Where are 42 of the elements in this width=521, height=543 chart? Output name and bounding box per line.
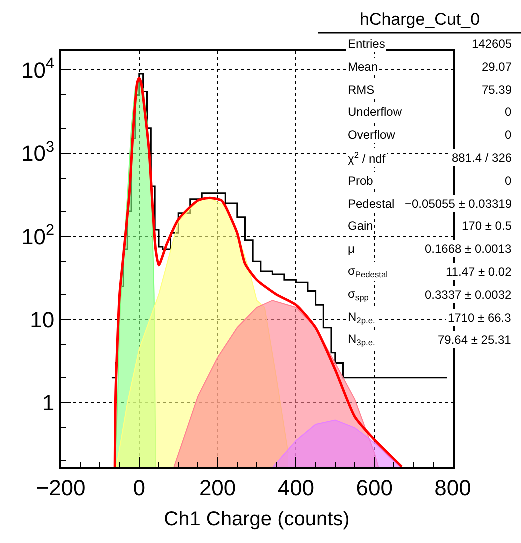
text: 142605 (472, 37, 512, 51)
x-axis-title: Ch1 Charge (counts) (164, 508, 350, 530)
annotation: 1710 ± 66.3 (448, 311, 512, 325)
annotation: Entries (348, 37, 386, 51)
annotation: 11.47 ± 0.02 (446, 265, 512, 279)
annotation: 0.1668 ± 0.0013 (425, 242, 512, 256)
annotation: Prob (348, 174, 374, 188)
annotation: μ (348, 242, 355, 256)
y-tick-label: 10 (30, 307, 55, 332)
x-tick-label: 0 (133, 475, 146, 500)
text: 0 (505, 174, 512, 188)
annotation: Underflow (348, 105, 402, 119)
annotation: Gain (348, 219, 374, 233)
annotation: 79.64 ± 25.31 (438, 333, 512, 347)
line-series (114, 76, 404, 467)
y-tick-label: 10$^{4}$ (22, 56, 56, 83)
text: 170 ± 0.5 (462, 219, 512, 233)
y-tick-label: 10$^{3}$ (22, 138, 55, 166)
text: 29.07 (482, 60, 512, 74)
annotation: Mean (348, 60, 378, 74)
text: 75.39 (482, 83, 512, 97)
annotation: σ$_{spp}$ (348, 287, 370, 303)
annotation: 0.3337 ± 0.0032 (425, 288, 512, 302)
annotation: −0.05055 ± 0.03319 (405, 197, 512, 211)
x-tick-label: 800 (434, 475, 472, 500)
annotation: N$_{3p.e.}$ (348, 332, 376, 348)
text: 0 (505, 105, 512, 119)
x-tick-label: −200 (36, 475, 86, 500)
annotation: Pedestal (348, 197, 395, 211)
annotation: χ$^{2}$ / ndf (348, 150, 386, 166)
annotation: Overflow (348, 128, 396, 142)
annotation: 881.4 / 326 (452, 151, 512, 165)
annotation: σ$_{Pedestal}$ (348, 264, 388, 280)
chart-title: hCharge_Cut_0 (360, 10, 480, 29)
y-tick-label: 1 (42, 390, 55, 416)
x-tick-label: 400 (278, 475, 315, 500)
x-tick-label: 600 (356, 475, 393, 500)
x-tick-label: 200 (199, 475, 236, 500)
annotation: N$_{2p.e.}$ (348, 310, 376, 326)
text: 0 (505, 128, 512, 142)
y-tick-label: 10$^{2}$ (22, 222, 55, 250)
annotation: RMS (348, 83, 375, 97)
